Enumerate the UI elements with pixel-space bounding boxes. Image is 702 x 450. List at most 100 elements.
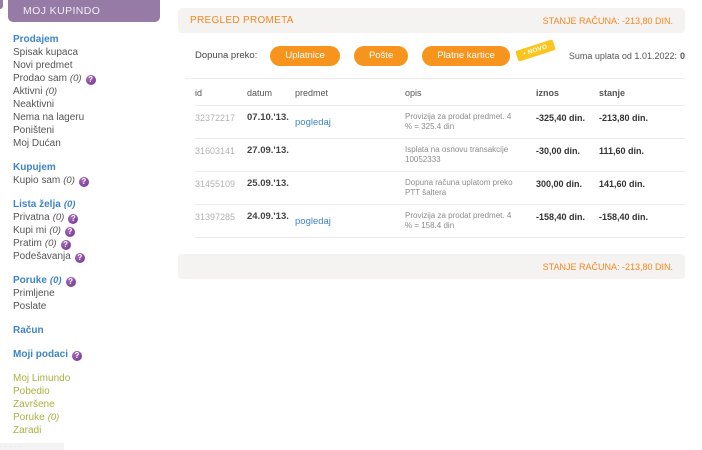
topup-button[interactable]: Pošte [353, 45, 409, 66]
table-row: 31455109 25.09.'13. Dopuna računa uplatom … [195, 172, 685, 205]
sidebar-group-title[interactable]: Kupujem [13, 161, 178, 174]
sidebar-item-label: Pratim [13, 238, 42, 249]
cell-amount: 300,00 din. [536, 179, 583, 189]
sidebar-item-label: Primljene [13, 288, 55, 299]
column-header: opis [405, 88, 422, 98]
sum-prefix: Suma uplata od 1.01.2022: [568, 50, 677, 61]
sidebar-item-label: Poništeni [13, 125, 55, 136]
cell-amount: -158,40 din. [536, 212, 586, 222]
sidebar-item-label: Nema na lageru [13, 112, 85, 123]
sum-since-label: Suma uplata od 1.01.2022: 0 [569, 51, 685, 61]
table-row: 31397285 24.09.'13. pogledaj Provizija za p… [195, 205, 685, 238]
help-icon[interactable]: ? [85, 75, 96, 85]
sidebar: MOJ KUPINDO Prodajem Spisak kupaca Novi pr… [0, 0, 178, 448]
sidebar-group-title[interactable]: Račun [13, 324, 178, 337]
topup-button[interactable]: Platne kartice [422, 45, 510, 66]
count-badge: (0) [69, 73, 82, 84]
topup-buttons: Uplatnice Pošte Platne kartice [270, 45, 523, 66]
topup-row: Dopuna preko: Uplatnice Pošte Platne karti… [195, 39, 685, 66]
account-balance-footer: STANJE RAČUNA: -213,80 DIN. [542, 261, 673, 272]
cell-date: 25.09.'13. [247, 178, 289, 189]
table-header-row: id datum predmet opis iznos stanje [195, 79, 685, 106]
help-icon[interactable]: ? [60, 240, 71, 250]
count-badge: (0) [52, 212, 65, 223]
clipped-corner-fragment [0, 0, 3, 9]
sidebar-item[interactable]: Moj Limundo [13, 372, 178, 385]
sidebar-item-label: Podešavanja [13, 251, 71, 262]
sidebar-group-title[interactable]: Lista želja (0) [13, 198, 178, 211]
sidebar-item-label: Novi predmet [13, 60, 73, 71]
novo-badge: • NOVO [515, 39, 556, 62]
sidebar-item[interactable]: Moj Dućan [13, 137, 178, 150]
sidebar-item[interactable]: Neaktivni [13, 98, 178, 111]
sidebar-item-label: Poslate [13, 301, 47, 312]
sidebar-item-label: Moj Limundo [13, 373, 71, 384]
sidebar-group: Lista želja (0) Privatna (0)? Kupi mi (0)? Pra… [13, 198, 178, 263]
help-icon[interactable]: ? [64, 227, 75, 237]
help-icon[interactable]: ? [78, 177, 89, 187]
sum-value: 0 [679, 50, 685, 61]
sidebar-item[interactable]: Novi predmet [13, 59, 178, 72]
cell-balance: -158,40 din. [599, 212, 649, 222]
sidebar-nav: Prodajem Spisak kupaca Novi predmet Prodao … [0, 22, 178, 437]
sidebar-item[interactable]: Završene [13, 398, 178, 411]
cell-balance: -213,80 din. [599, 113, 649, 123]
help-icon[interactable]: ? [72, 351, 82, 361]
help-icon[interactable]: ? [65, 277, 76, 287]
cell-date: 27.09.'13. [247, 145, 289, 156]
sidebar-item[interactable]: Aktivni (0) [13, 85, 178, 98]
transactions-table: id datum predmet opis iznos stanje 32372217 07… [195, 79, 685, 238]
cell-id: 31603141 [195, 146, 236, 156]
count-badge: (0) [47, 412, 60, 423]
sidebar-item[interactable]: Poruke (0) [13, 411, 178, 424]
sidebar-item[interactable]: Privatna (0)? [13, 211, 178, 224]
sidebar-item[interactable]: Pratim (0)? [13, 237, 178, 250]
cell-id: 31397285 [195, 212, 236, 222]
page-header-bar: PREGLED PROMETA STANJE RAČUNA: -213,80 D… [178, 8, 685, 33]
pogledaj-link[interactable]: pogledaj [295, 216, 331, 227]
count-badge: (0) [45, 86, 58, 97]
clipped-footer-fragment: . . . . . [0, 443, 64, 450]
sidebar-item[interactable]: Kupi mi (0)? [13, 224, 178, 237]
sidebar-item[interactable]: Poništeni [13, 124, 178, 137]
divider [185, 78, 685, 79]
count-badge: (0) [49, 275, 62, 286]
cell-description: Dopuna računa uplatom preko PTT šaltera [405, 178, 513, 197]
sidebar-item[interactable]: Pobedio [13, 385, 178, 398]
sidebar-item-label: Aktivni [13, 86, 43, 97]
cell-id: 32372217 [195, 113, 236, 123]
sidebar-item[interactable]: Kupio sam (0)? [13, 174, 178, 187]
pogledaj-link[interactable]: pogledaj [295, 117, 331, 128]
sidebar-item-label: Spisak kupaca [13, 47, 79, 58]
sidebar-item[interactable]: Podešavanja? [13, 250, 178, 263]
count-badge: (0) [63, 175, 75, 186]
help-icon[interactable]: ? [74, 253, 85, 263]
cell-item: pogledaj [295, 112, 405, 130]
sidebar-item[interactable]: Primljene [13, 287, 178, 300]
column-header: iznos [536, 88, 560, 98]
column-header: predmet [295, 88, 329, 98]
cell-date: 24.09.'13. [247, 211, 289, 222]
column-header: stanje [599, 88, 626, 98]
cell-description: Provizija za prodat predmet. 4 % = 325.4… [405, 112, 512, 131]
sidebar-item-label: Neaktivni [13, 99, 55, 110]
sidebar-item-label: Prodao sam [13, 73, 67, 84]
cell-description: Provizija za prodat predmet. 4 % = 158.4… [405, 211, 512, 230]
sidebar-item-label: Poruke [13, 412, 45, 423]
topup-button[interactable]: Uplatnice [270, 45, 340, 66]
sidebar-item[interactable]: Spisak kupaca [13, 46, 178, 59]
sidebar-group-title[interactable]: Moji podaci? [13, 348, 178, 361]
sidebar-item[interactable]: Nema na lageru [13, 111, 178, 124]
sidebar-item[interactable]: Zaradi [13, 424, 178, 437]
cell-amount: -30,00 din. [536, 146, 581, 156]
sidebar-item[interactable]: Prodao sam (0)? [13, 72, 178, 85]
help-icon[interactable]: ? [68, 214, 79, 224]
sidebar-item[interactable]: Poslate [13, 300, 178, 313]
sidebar-group-title[interactable]: Poruke (0)? [13, 274, 178, 287]
cell-amount: -325,40 din. [536, 113, 586, 123]
sidebar-group-title-label: Račun [13, 325, 44, 336]
sidebar-group-title-label: Kupujem [13, 162, 56, 173]
page-footer-bar: STANJE RAČUNA: -213,80 DIN. [178, 254, 685, 279]
moj-kupindo-header[interactable]: MOJ KUPINDO [8, 0, 160, 22]
sidebar-group-title[interactable]: Prodajem [13, 33, 178, 46]
